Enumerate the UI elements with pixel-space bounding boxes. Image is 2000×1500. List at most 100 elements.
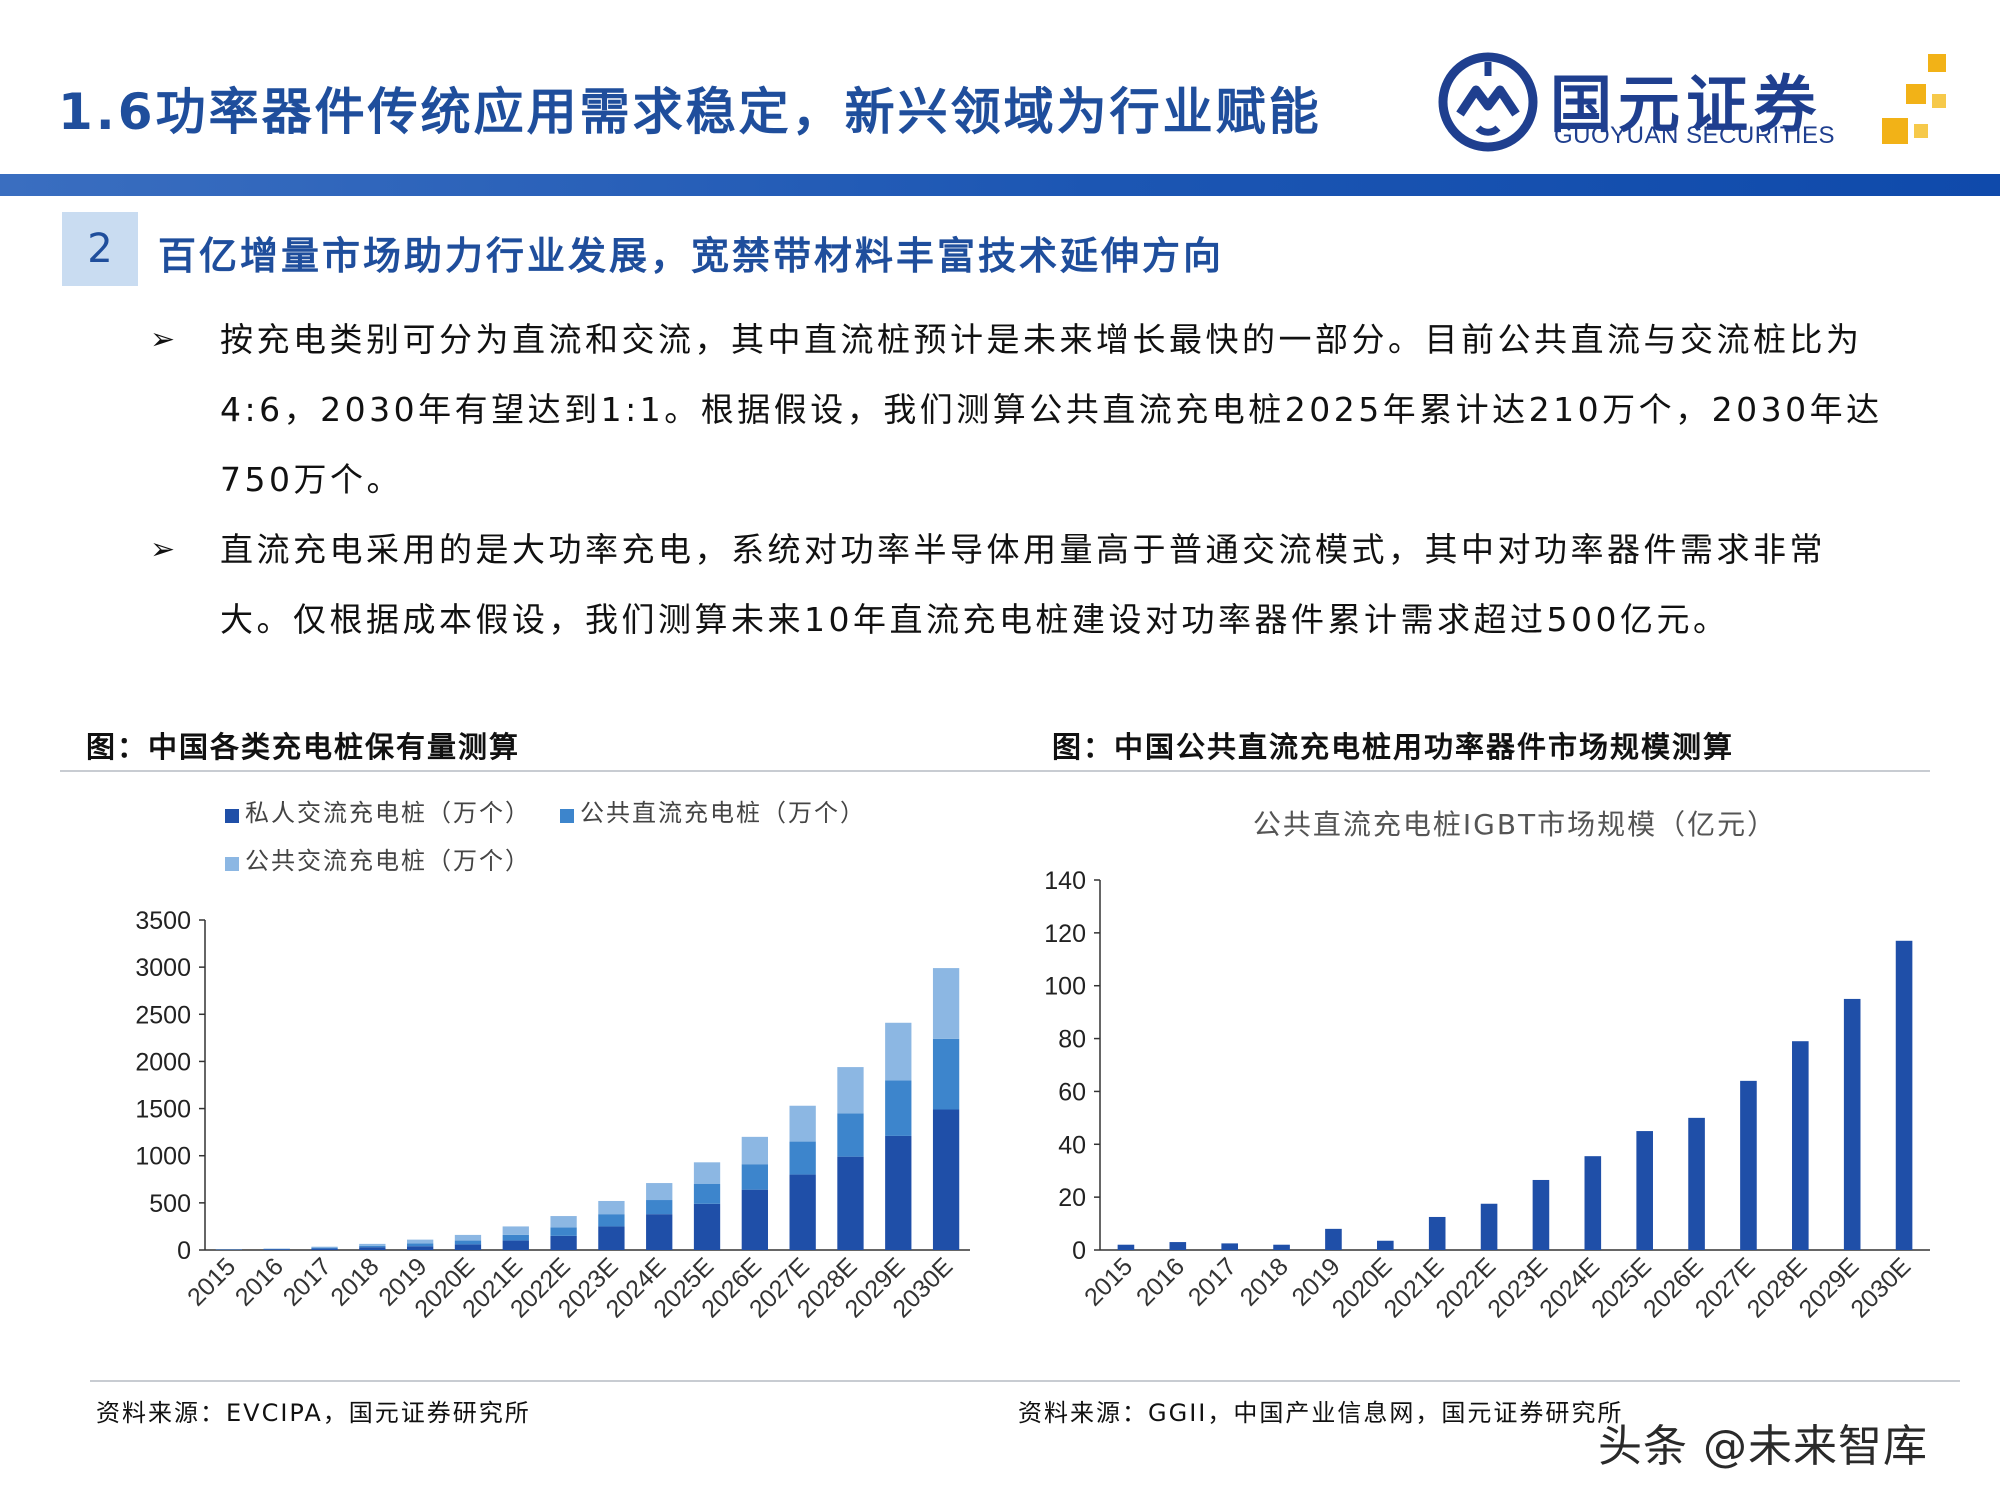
- bar-segment: [932, 968, 960, 1039]
- bar: [1895, 940, 1913, 1250]
- y-tick-label: 1500: [135, 1096, 191, 1124]
- bullet-item: ➢ 直流充电采用的是大功率充电，系统对功率半导体用量高于普通交流模式，其中对功率…: [150, 515, 1890, 655]
- section-title: 百亿增量市场助力行业发展，宽禁带材料丰富技术延伸方向: [158, 234, 1225, 278]
- bar-segment: [885, 1135, 912, 1250]
- y-tick-label: 40: [1058, 1131, 1086, 1159]
- bar-segment: [359, 1247, 386, 1250]
- y-tick-label: 0: [177, 1237, 191, 1265]
- bar: [1428, 1216, 1446, 1250]
- bar-segment: [311, 1248, 338, 1250]
- left-source-note: 资料来源：EVCIPA，国元证券研究所: [96, 1399, 531, 1427]
- bar-segment: [837, 1156, 864, 1250]
- logo-emblem-icon: [1438, 52, 1538, 152]
- bar-segment: [693, 1162, 721, 1184]
- bullet-item: ➢ 按充电类别可分为直流和交流，其中直流桩预计是未来增长最快的一部分。目前公共直…: [150, 305, 1890, 515]
- x-tick-label: 2017: [1183, 1252, 1242, 1311]
- bar: [1273, 1244, 1290, 1250]
- bar: [1480, 1203, 1498, 1250]
- bar-segment: [311, 1247, 338, 1249]
- logo-english-name: GUOYUAN SECURITIES: [1554, 122, 1836, 149]
- bullet-list: ➢ 按充电类别可分为直流和交流，其中直流桩预计是未来增长最快的一部分。目前公共直…: [150, 305, 1890, 655]
- right-figure-title: 图：中国公共直流充电桩用功率器件市场规模测算: [1052, 730, 1735, 764]
- y-tick-label: 1000: [135, 1143, 191, 1171]
- bar-segment: [359, 1243, 386, 1246]
- y-tick-label: 2500: [135, 1001, 191, 1029]
- watermark: 头条 @未来智库: [1598, 1421, 1928, 1472]
- bar: [1221, 1243, 1238, 1250]
- bar: [1584, 1156, 1602, 1250]
- x-tick-label: 2018: [1235, 1252, 1294, 1311]
- y-tick-label: 500: [149, 1190, 191, 1218]
- bar-segment: [454, 1240, 482, 1245]
- bar-segment: [932, 1038, 960, 1110]
- bar-segment: [407, 1239, 434, 1244]
- x-tick-label: 2017: [278, 1252, 337, 1311]
- figure-title-divider: [60, 770, 1930, 772]
- bar-segment: [646, 1183, 673, 1201]
- bar: [1843, 998, 1861, 1250]
- bar-segment: [646, 1200, 673, 1215]
- bar-segment: [837, 1113, 864, 1157]
- bar: [1636, 1131, 1653, 1250]
- bar-segment: [885, 1080, 912, 1136]
- legend-swatch: [225, 857, 239, 871]
- bar-segment: [598, 1214, 625, 1227]
- bar-segment: [741, 1164, 768, 1190]
- bar-segment: [693, 1184, 721, 1204]
- x-tick-label: 2016: [1131, 1252, 1190, 1311]
- bar-segment: [550, 1235, 577, 1250]
- x-tick-label: 2030E: [1845, 1252, 1916, 1323]
- bar: [1169, 1242, 1187, 1250]
- bar-segment: [837, 1067, 864, 1114]
- x-tick-label: 2018: [325, 1252, 384, 1311]
- logo-squares-icon: [1882, 54, 1946, 144]
- right-source-note: 资料来源：GGII，中国产业信息网，国元证券研究所: [1018, 1399, 1624, 1427]
- bar-segment: [693, 1203, 721, 1250]
- x-tick-label: 2016: [230, 1252, 289, 1311]
- bar: [1325, 1228, 1342, 1250]
- legend-label: 公共直流充电桩（万个）: [580, 799, 866, 827]
- bar-segment: [885, 1022, 912, 1081]
- bar-segment: [932, 1109, 960, 1250]
- header-divider-bar: [0, 174, 2000, 196]
- bar-segment: [550, 1216, 577, 1228]
- logo-name: 国元证券: [1550, 68, 1823, 141]
- bar-segment: [550, 1227, 577, 1236]
- y-tick-label: 60: [1058, 1078, 1086, 1106]
- bar-segment: [359, 1245, 386, 1248]
- y-tick-label: 20: [1058, 1184, 1086, 1212]
- legend-swatch: [560, 809, 574, 823]
- y-tick-label: 3000: [135, 954, 191, 982]
- bar-segment: [311, 1246, 338, 1248]
- bar-segment: [598, 1226, 625, 1250]
- bullet-arrow-icon: ➢: [150, 532, 176, 567]
- chart-title: 公共直流充电桩IGBT市场规模（亿元）: [1253, 808, 1777, 841]
- bar-segment: [407, 1243, 434, 1247]
- bar-segment: [502, 1234, 529, 1241]
- bar-segment: [263, 1249, 290, 1250]
- charging-pile-stock-chart: 私人交流充电桩（万个） 公共直流充电桩（万个） 公共交流充电桩（万个） 0 500 100…: [135, 799, 970, 1323]
- y-tick-label: 80: [1058, 1026, 1086, 1054]
- bar-segment: [502, 1226, 529, 1235]
- legend-label: 私人交流充电桩（万个）: [245, 799, 531, 827]
- bullet-text: 按充电类别可分为直流和交流，其中直流桩预计是未来增长最快的一部分。目前公共直流与…: [220, 320, 1883, 499]
- page-title: 1.6功率器件传统应用需求稳定，新兴领域为行业赋能: [58, 83, 1322, 141]
- y-tick-label: 0: [1072, 1237, 1086, 1265]
- bar-segment: [789, 1105, 816, 1142]
- y-tick-label: 140: [1044, 867, 1086, 895]
- bar: [1740, 1080, 1757, 1250]
- company-logo: 国元证券 GUOYUAN SECURITIES: [1438, 50, 1978, 160]
- x-tick-label: 2015: [1079, 1252, 1138, 1311]
- bar-segment: [598, 1200, 625, 1215]
- bar-segment: [646, 1214, 673, 1250]
- y-tick-label: 2000: [135, 1048, 191, 1076]
- legend-swatch: [225, 809, 239, 823]
- y-tick-label: 3500: [135, 907, 191, 935]
- bar-segment: [789, 1141, 816, 1175]
- y-tick-label: 100: [1044, 973, 1086, 1001]
- igbt-market-size-chart: 公共直流充电桩IGBT市场规模（亿元） 0 20 40 60 80 100 120 140 201…: [1044, 808, 1930, 1323]
- bar: [1792, 1041, 1809, 1250]
- bar-segment: [789, 1174, 816, 1250]
- legend-label: 公共交流充电桩（万个）: [245, 847, 531, 875]
- y-tick-label: 120: [1044, 920, 1086, 948]
